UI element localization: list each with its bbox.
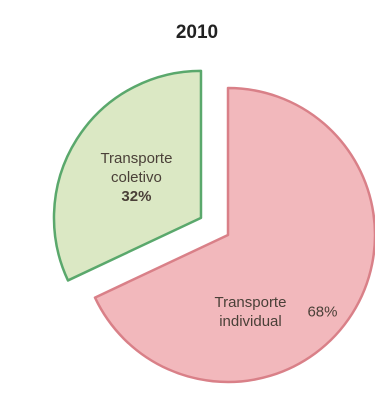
pie-slice-1 <box>52 69 203 282</box>
slice-label-0-line-1: individual <box>219 313 282 330</box>
slice-value-label-0: 68% <box>307 303 337 320</box>
slice-label-1-line-1: coletivo <box>111 169 162 186</box>
pie-slice-0 <box>93 86 375 384</box>
slice-value-label-1: 32% <box>121 188 151 205</box>
slice-label-1-line-0: Transporte <box>100 150 172 167</box>
pie-labels: Transporte individual 68% Transporte coletiv… <box>100 150 337 330</box>
slice-label-0-line-0: Transporte <box>214 294 286 311</box>
pie-slices <box>52 69 375 384</box>
chart-title: 2010 <box>176 22 218 43</box>
